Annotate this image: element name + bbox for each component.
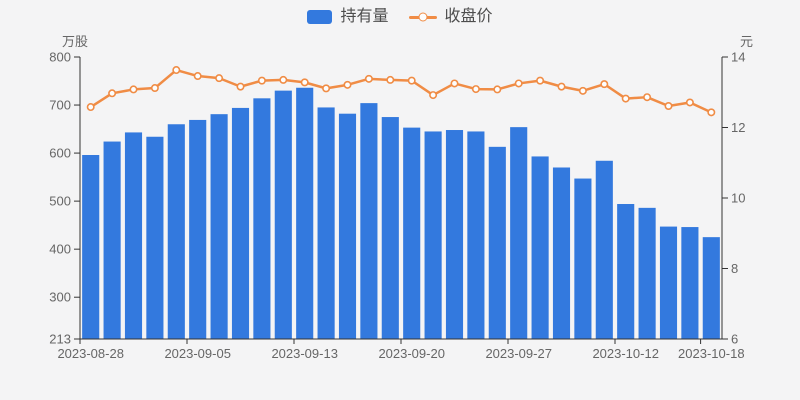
close-price-marker[interactable] <box>600 80 609 89</box>
close-price-marker[interactable] <box>364 74 373 83</box>
holdings-bar[interactable] <box>146 136 164 339</box>
x-axis-date-label: 2023-10-18 <box>678 346 745 361</box>
holdings-legend-swatch <box>307 10 333 24</box>
close-price-marker[interactable] <box>514 79 523 88</box>
holdings-bar[interactable] <box>253 98 271 339</box>
holdings-bar[interactable] <box>296 87 314 339</box>
y-axis-left-tick-label: 500 <box>49 194 71 209</box>
y-axis-left-tick-label: 700 <box>49 98 71 113</box>
hollow-circle-icon <box>418 12 427 22</box>
close-price-marker[interactable] <box>621 94 630 103</box>
holdings-bar[interactable] <box>659 226 678 339</box>
close-price-marker[interactable] <box>493 85 502 94</box>
y-axis-left-tick-label: 400 <box>49 242 71 257</box>
holdings-bar[interactable] <box>702 237 720 339</box>
close-price-marker[interactable] <box>386 75 395 84</box>
holdings-bar[interactable] <box>338 113 357 339</box>
legend: 持有量 收盘价 <box>0 7 800 27</box>
holdings-bar[interactable] <box>317 107 335 339</box>
close-price-marker[interactable] <box>664 102 673 111</box>
holdings-bar[interactable] <box>167 124 185 339</box>
close-price-marker[interactable] <box>300 78 309 87</box>
y-axis-right-tick-label: 10 <box>731 191 745 206</box>
close-price-legend-marker <box>408 10 437 24</box>
holdings-bar[interactable] <box>210 114 228 339</box>
close-price-marker[interactable] <box>471 85 480 94</box>
close-price-marker[interactable] <box>215 74 224 83</box>
holdings-bar[interactable] <box>552 167 571 339</box>
close-price-marker[interactable] <box>108 89 117 98</box>
close-price-marker[interactable] <box>172 66 181 75</box>
left-axis-unit-label: 万股 <box>62 34 89 49</box>
close-price-marker[interactable] <box>257 76 266 85</box>
holdings-bar[interactable] <box>274 90 292 339</box>
close-price-marker[interactable] <box>536 76 545 85</box>
x-axis-date-label: 2023-09-20 <box>378 346 445 361</box>
holdings-bar[interactable] <box>403 127 421 340</box>
close-price-marker[interactable] <box>150 84 159 93</box>
legend-item-holdings[interactable]: 持有量 <box>307 7 389 27</box>
holdings-bar[interactable] <box>574 178 592 339</box>
right-axis-unit-label: 元 <box>740 34 754 49</box>
holdings-bar[interactable] <box>124 132 143 339</box>
close-price-marker[interactable] <box>407 76 416 85</box>
holdings-bar[interactable] <box>189 119 207 340</box>
legend-label-holdings: 持有量 <box>340 8 389 25</box>
legend-label-close-price: 收盘价 <box>444 8 493 25</box>
holdings-bar[interactable] <box>510 127 528 339</box>
x-axis-date-label: 2023-10-12 <box>592 346 659 361</box>
close-price-marker[interactable] <box>707 108 716 117</box>
holdings-bar[interactable] <box>488 146 506 339</box>
close-price-line <box>89 68 713 114</box>
close-price-marker[interactable] <box>129 85 138 94</box>
close-price-marker[interactable] <box>279 75 288 84</box>
close-price-marker[interactable] <box>685 98 694 107</box>
x-axis-date-label: 2023-08-28 <box>57 346 124 361</box>
holdings-bar[interactable] <box>381 117 399 339</box>
holdings-bar[interactable] <box>82 155 100 339</box>
holdings-bar[interactable] <box>424 131 442 339</box>
close-price-marker[interactable] <box>450 79 459 88</box>
close-price-marker[interactable] <box>236 82 245 91</box>
y-axis-right-tick-label: 8 <box>731 261 738 276</box>
holdings-bar[interactable] <box>360 103 378 340</box>
close-price-marker[interactable] <box>643 93 652 102</box>
y-axis-left-tick-label: 213 <box>49 332 71 347</box>
holdings-bar[interactable] <box>231 107 250 339</box>
holdings-bar[interactable] <box>638 207 656 339</box>
close-price-marker[interactable] <box>557 82 566 91</box>
y-axis-right-tick-label: 12 <box>731 120 745 135</box>
x-axis-date-label: 2023-09-27 <box>485 346 552 361</box>
y-axis-left-tick-label: 300 <box>49 290 71 305</box>
y-axis-right-tick-label: 14 <box>731 50 745 65</box>
close-price-marker[interactable] <box>193 72 202 81</box>
holdings-bar[interactable] <box>617 204 635 339</box>
legend-item-close-price[interactable]: 收盘价 <box>408 7 493 27</box>
close-price-marker[interactable] <box>429 91 438 100</box>
holdings-bar[interactable] <box>103 141 121 339</box>
x-axis-date-label: 2023-09-05 <box>164 346 231 361</box>
x-axis-date-label: 2023-09-13 <box>271 346 338 361</box>
holdings-bar[interactable] <box>595 160 613 339</box>
close-price-marker[interactable] <box>322 84 331 93</box>
y-axis-right-tick-label: 6 <box>731 332 738 347</box>
close-price-marker[interactable] <box>578 86 587 95</box>
holdings-bar[interactable] <box>681 227 699 339</box>
close-price-marker[interactable] <box>343 80 352 89</box>
holdings-bar[interactable] <box>445 130 464 339</box>
y-axis-left-tick-label: 600 <box>49 146 71 161</box>
close-price-marker[interactable] <box>86 103 95 112</box>
y-axis-left-tick-label: 800 <box>49 50 71 65</box>
holdings-bar[interactable] <box>467 131 485 339</box>
holdings-bar[interactable] <box>531 156 549 339</box>
